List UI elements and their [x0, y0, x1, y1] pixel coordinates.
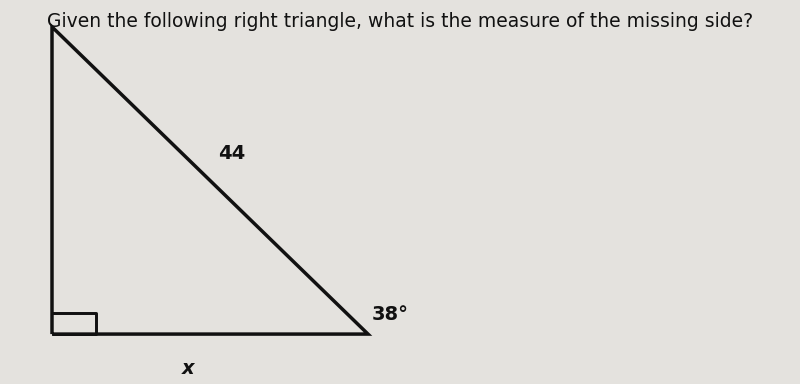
- Text: 38°: 38°: [372, 305, 409, 324]
- Text: 44: 44: [218, 144, 246, 163]
- Text: Given the following right triangle, what is the measure of the missing side?: Given the following right triangle, what…: [47, 12, 753, 30]
- Text: x: x: [182, 359, 194, 378]
